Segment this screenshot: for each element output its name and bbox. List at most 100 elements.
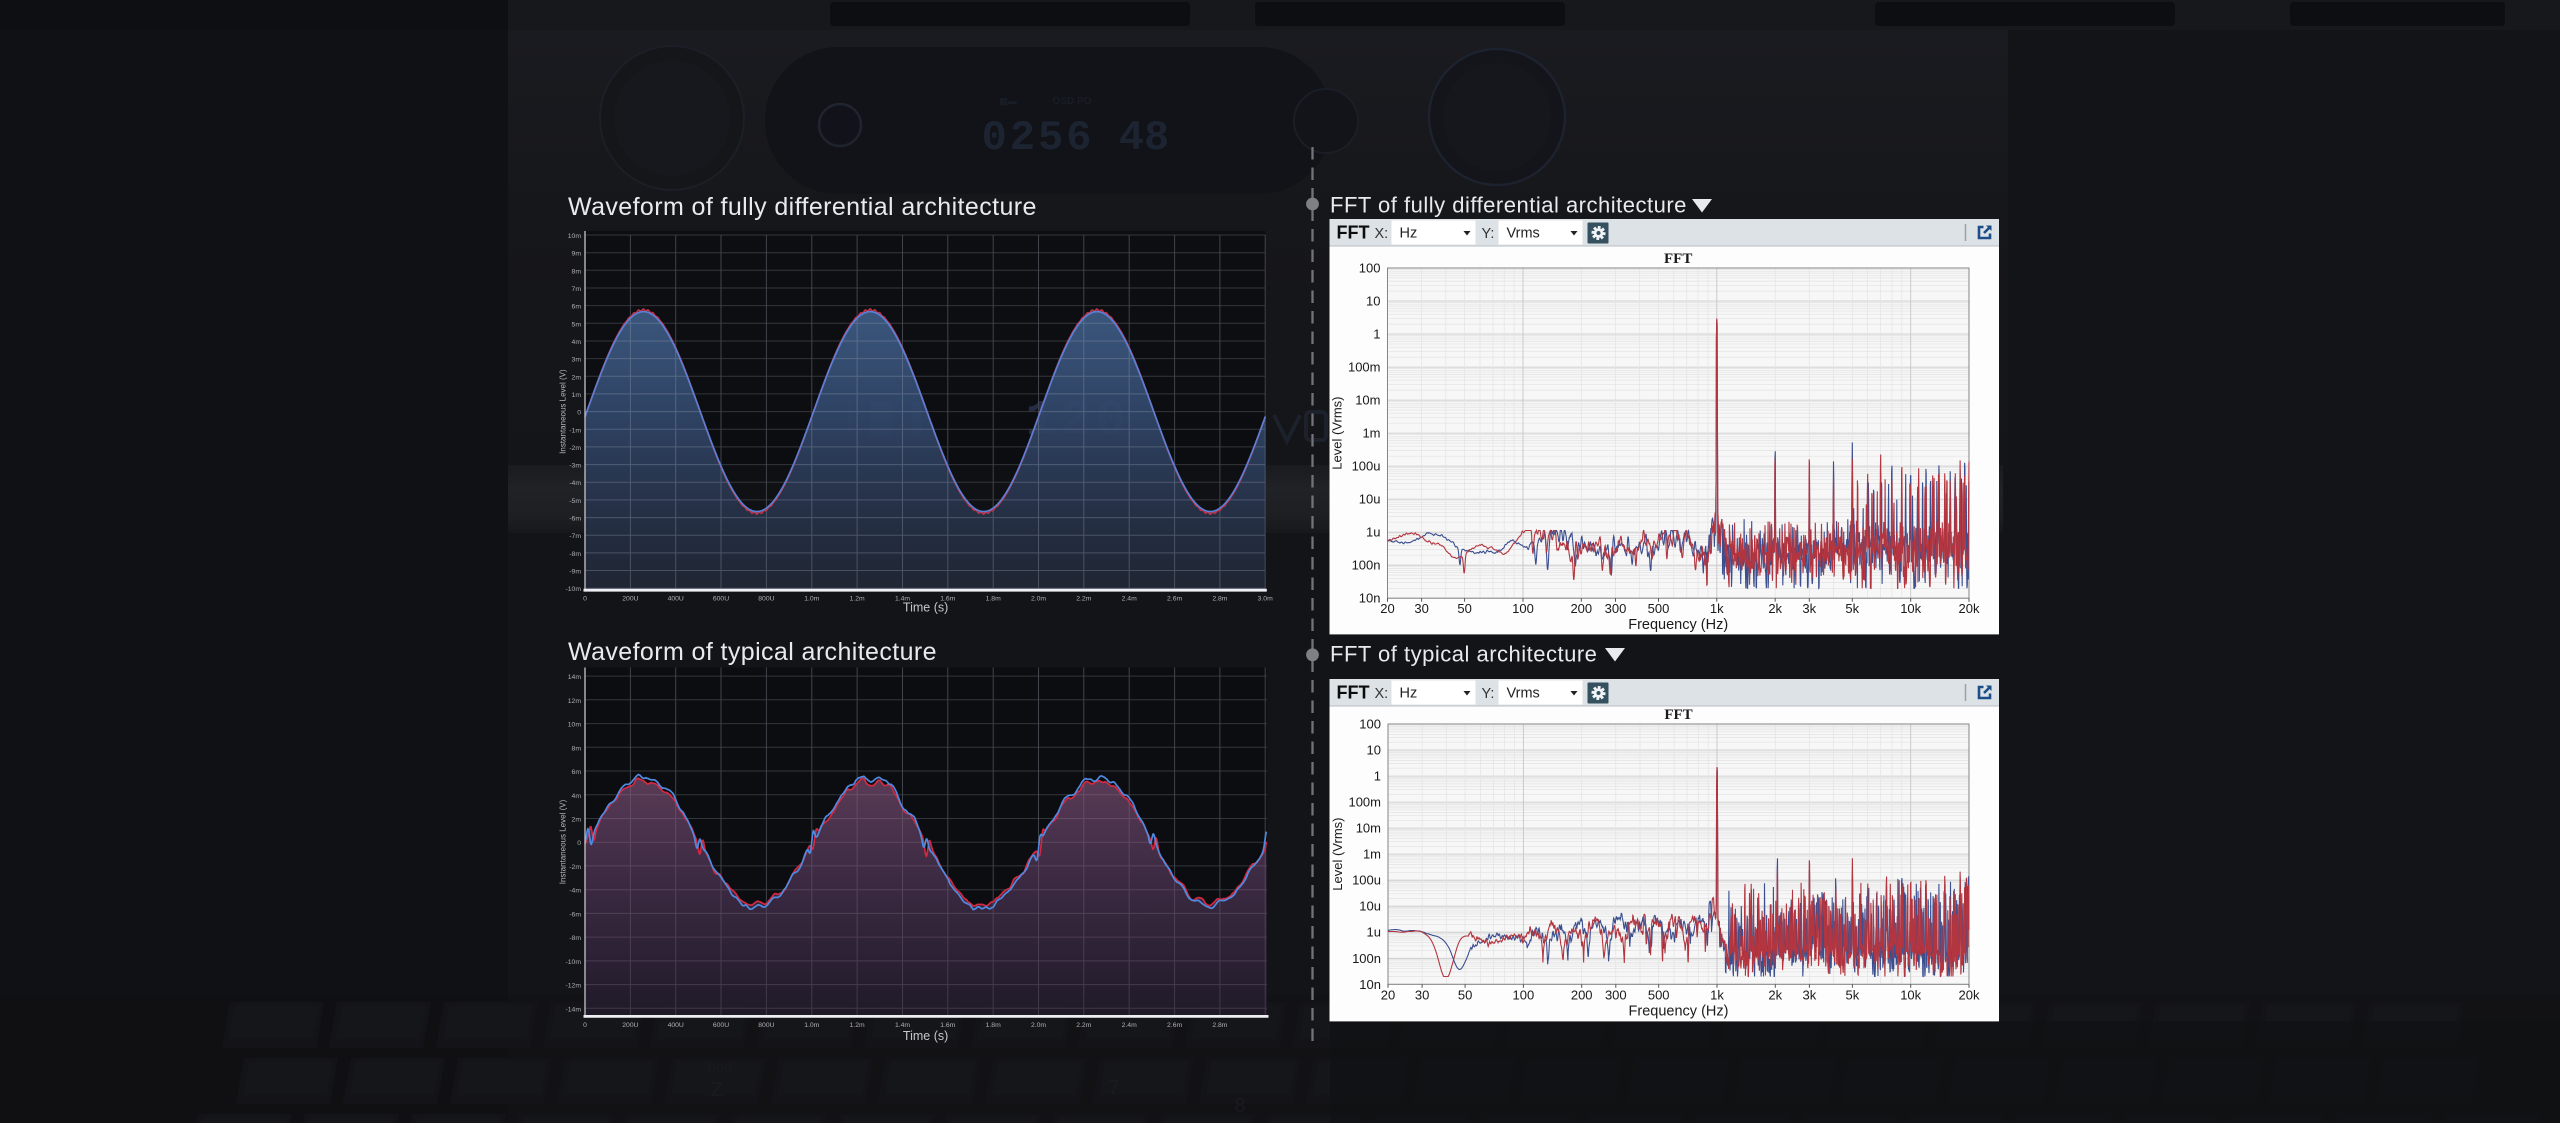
- svg-text:50: 50: [1457, 601, 1471, 616]
- svg-text:1.0m: 1.0m: [804, 596, 819, 603]
- svg-text:1.2m: 1.2m: [850, 1022, 865, 1029]
- svg-text:3.0m: 3.0m: [1258, 596, 1273, 603]
- svg-text:FFT: FFT: [1664, 251, 1692, 267]
- svg-text:7: 7: [1108, 1077, 1119, 1099]
- svg-text:Level (Vrms): Level (Vrms): [1330, 396, 1345, 469]
- svg-text:5k: 5k: [1845, 601, 1859, 616]
- svg-text:600U: 600U: [713, 596, 729, 603]
- svg-text:▩▬: ▩▬: [999, 96, 1017, 106]
- svg-text:10n: 10n: [1359, 977, 1381, 992]
- svg-text:1: 1: [1373, 327, 1380, 342]
- svg-text:20: 20: [1380, 601, 1394, 616]
- svg-text:0: 0: [577, 840, 581, 847]
- svg-text:-8m: -8m: [569, 935, 581, 942]
- svg-text:2.6m: 2.6m: [1167, 1022, 1182, 1029]
- svg-text:30: 30: [1414, 601, 1428, 616]
- svg-text:500: 500: [1648, 601, 1670, 616]
- svg-text:100u: 100u: [1352, 873, 1381, 888]
- svg-text:4m: 4m: [572, 793, 582, 800]
- svg-text:1u: 1u: [1367, 925, 1381, 940]
- svg-text:7m: 7m: [572, 286, 582, 293]
- svg-text:300: 300: [1605, 601, 1627, 616]
- svg-text:12m: 12m: [568, 698, 582, 705]
- svg-text:Time (s): Time (s): [903, 601, 948, 615]
- svg-text:-2m: -2m: [569, 864, 581, 871]
- svg-text:Y:: Y:: [1482, 686, 1495, 702]
- svg-text:bud: bud: [707, 1059, 732, 1076]
- svg-text:600U: 600U: [713, 1022, 729, 1029]
- svg-text:100m: 100m: [1348, 795, 1381, 810]
- svg-text:10u: 10u: [1359, 899, 1381, 914]
- svg-text:5k: 5k: [1846, 987, 1860, 1002]
- svg-text:X:: X:: [1375, 686, 1389, 702]
- svg-text:-6m: -6m: [569, 911, 581, 918]
- svg-text:1.2m: 1.2m: [850, 596, 865, 603]
- svg-text:4m: 4m: [572, 339, 582, 346]
- svg-text:3k: 3k: [1802, 601, 1816, 616]
- svg-text:100u: 100u: [1352, 459, 1381, 474]
- svg-text:8m: 8m: [572, 268, 582, 275]
- svg-text:1u: 1u: [1366, 525, 1380, 540]
- svg-text:50: 50: [1458, 987, 1472, 1002]
- svg-text:2.4m: 2.4m: [1122, 1022, 1137, 1029]
- svg-text:1.0m: 1.0m: [804, 1022, 819, 1029]
- svg-text:100: 100: [1512, 601, 1534, 616]
- svg-text:200U: 200U: [622, 1022, 638, 1029]
- svg-text:-7m: -7m: [569, 533, 581, 540]
- svg-text:1.6m: 1.6m: [940, 1022, 955, 1029]
- svg-text:10m: 10m: [1356, 821, 1381, 836]
- svg-text:6m: 6m: [572, 769, 582, 776]
- svg-text:10m: 10m: [568, 233, 582, 240]
- svg-text:Waveform of typical architectu: Waveform of typical architecture: [568, 638, 937, 666]
- svg-text:3m: 3m: [572, 357, 582, 364]
- svg-text:100: 100: [1359, 717, 1381, 732]
- svg-text:Instantaneous Level (V): Instantaneous Level (V): [559, 799, 568, 884]
- svg-text:2.2m: 2.2m: [1076, 1022, 1091, 1029]
- svg-text:Z: Z: [711, 1079, 723, 1101]
- svg-text:1.4m: 1.4m: [895, 596, 910, 603]
- svg-text:Level (Vrms): Level (Vrms): [1330, 817, 1345, 890]
- svg-text:-9m: -9m: [569, 569, 581, 576]
- svg-text:2.0m: 2.0m: [1031, 596, 1046, 603]
- svg-text:1k: 1k: [1710, 601, 1724, 616]
- svg-text:FFT: FFT: [1664, 707, 1692, 723]
- svg-text:2m: 2m: [572, 374, 582, 381]
- svg-text:OSD PO: OSD PO: [1053, 96, 1092, 107]
- svg-text:6m: 6m: [572, 304, 582, 311]
- svg-text:300: 300: [1605, 987, 1627, 1002]
- svg-text:200: 200: [1570, 601, 1592, 616]
- svg-text:3k: 3k: [1803, 987, 1817, 1002]
- svg-text:2.8m: 2.8m: [1212, 1022, 1227, 1029]
- svg-text:10u: 10u: [1359, 492, 1381, 507]
- svg-text:1m: 1m: [1363, 847, 1381, 862]
- svg-text:2.0m: 2.0m: [1031, 1022, 1046, 1029]
- svg-text:Hz: Hz: [1400, 226, 1418, 242]
- svg-text:-10m: -10m: [566, 586, 582, 593]
- svg-text:2.4m: 2.4m: [1122, 596, 1137, 603]
- svg-text:48: 48: [1119, 114, 1169, 162]
- svg-text:-8m: -8m: [569, 551, 581, 558]
- svg-text:1.4m: 1.4m: [895, 1022, 910, 1029]
- svg-text:Frequency (Hz): Frequency (Hz): [1628, 617, 1728, 633]
- svg-text:FFT of typical architecture: FFT of typical architecture: [1330, 642, 1597, 667]
- svg-text:1k: 1k: [1710, 987, 1724, 1002]
- svg-text:10: 10: [1366, 294, 1380, 309]
- svg-text:FFT of fully differential arch: FFT of fully differential architecture: [1330, 193, 1687, 218]
- svg-text:2.6m: 2.6m: [1167, 596, 1182, 603]
- svg-text:-2m: -2m: [569, 445, 581, 452]
- svg-text:800U: 800U: [758, 1022, 774, 1029]
- svg-text:30: 30: [1415, 987, 1429, 1002]
- svg-text:100: 100: [1513, 987, 1535, 1002]
- svg-text:FFT: FFT: [1337, 223, 1370, 243]
- svg-text:14m: 14m: [568, 674, 582, 681]
- svg-text:0256: 0256: [982, 114, 1095, 162]
- svg-text:100m: 100m: [1348, 360, 1381, 375]
- svg-text:20k: 20k: [1959, 987, 1980, 1002]
- svg-text:1m: 1m: [572, 392, 582, 399]
- svg-text:400U: 400U: [668, 596, 684, 603]
- svg-text:1: 1: [1374, 769, 1381, 784]
- svg-text:10m: 10m: [568, 722, 582, 729]
- svg-text:1.8m: 1.8m: [986, 596, 1001, 603]
- svg-text:0: 0: [583, 1022, 587, 1029]
- svg-text:2k: 2k: [1768, 601, 1782, 616]
